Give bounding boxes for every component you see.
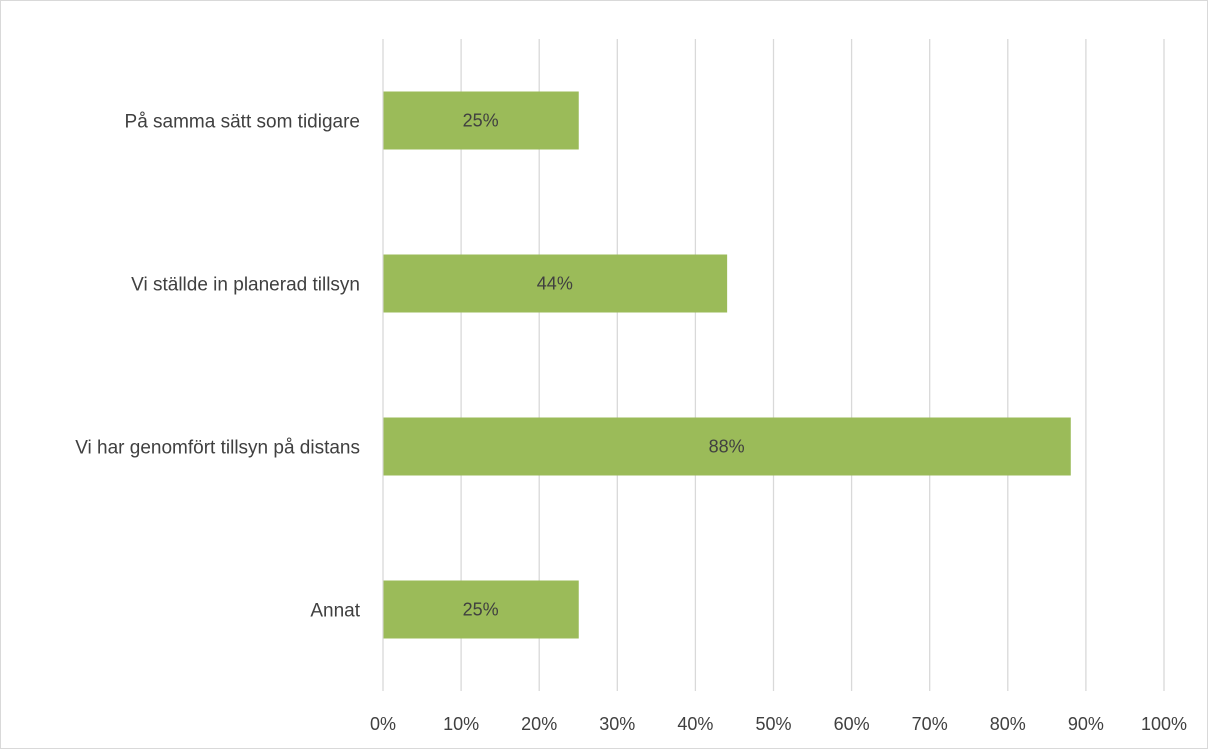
x-tick-label: 70% [912, 714, 948, 734]
category-label: På samma sätt som tidigare [125, 112, 360, 133]
x-tick-label: 100% [1141, 714, 1187, 734]
category-label: Annat [310, 601, 360, 622]
bar-data-label: 88% [709, 437, 745, 457]
x-tick-label: 50% [755, 714, 791, 734]
x-tick-label: 20% [521, 714, 557, 734]
x-tick-label: 40% [677, 714, 713, 734]
x-tick-label: 80% [990, 714, 1026, 734]
bar [383, 254, 728, 313]
category-label: Vi ställde in planerad tillsyn [131, 275, 360, 296]
category-labels: På samma sätt som tidigare Vi ställde in … [75, 112, 361, 622]
bar [383, 580, 579, 639]
bar [383, 417, 1071, 476]
bar-data-label: 25% [463, 111, 499, 131]
x-tick-label: 90% [1068, 714, 1104, 734]
x-tick-label: 30% [599, 714, 635, 734]
bar-data-label: 25% [463, 600, 499, 620]
bars: 25% 44% 88% 25% [383, 91, 1071, 639]
category-label: Vi har genomfört tillsyn på distans [75, 438, 360, 459]
x-tick-label: 0% [370, 714, 396, 734]
x-tick-label: 60% [834, 714, 870, 734]
bar-data-label: 44% [537, 274, 573, 294]
x-tick-labels: 0% 10% 20% 30% 40% 50% 60% 70% 80% 90% 100% [370, 714, 1187, 734]
bar [383, 91, 579, 150]
x-tick-label: 10% [443, 714, 479, 734]
